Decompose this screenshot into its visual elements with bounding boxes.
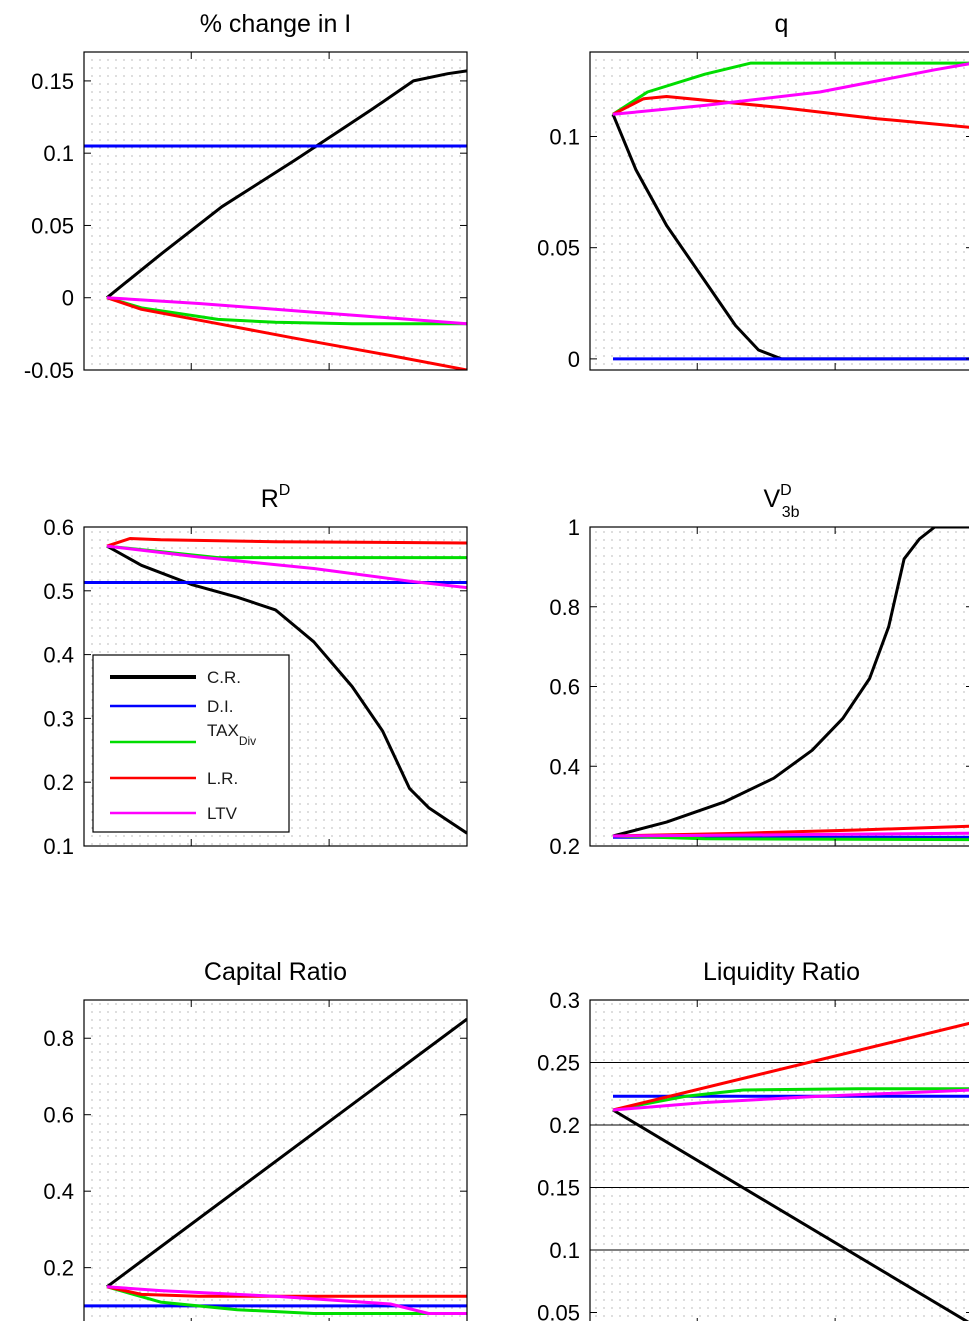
legend-label-ltv: LTV: [207, 804, 238, 823]
chart-title: VD 3b: [763, 482, 799, 521]
y-tick-label: 0.3: [549, 988, 580, 1013]
chart-title: % change in I: [200, 10, 352, 38]
series-line-l-r: [612, 1021, 969, 1112]
y-tick-label: 0.1: [549, 125, 580, 150]
y-tick-label: 0.2: [549, 834, 580, 859]
chart-panel-4: 1 0.8 0.6 0.4 0.2 VD 3b: [549, 482, 969, 859]
y-tick-label: 0.2: [549, 1113, 580, 1138]
series-line-ltv: [612, 831, 969, 838]
series-line-l-r: [106, 537, 467, 548]
series-line-c-r: [106, 1017, 467, 1289]
y-tick-label: 0.6: [549, 675, 580, 700]
chart-panel-6: 0.3 0.25 0.2 0.15 0.1 0.05 Liquidity Ratio: [537, 958, 969, 1321]
series-line-ltv: [106, 1285, 467, 1315]
chart-panel-1: 0.15 0.1 0.05 0 -0.05 % change in I: [24, 10, 468, 383]
y-tick-label: 0.5: [43, 579, 74, 604]
y-tick-label: -0.05: [24, 358, 74, 383]
series-line-c-r: [106, 69, 467, 299]
series-line-c-r: [612, 527, 969, 838]
y-tick-label: 0.05: [537, 236, 580, 261]
series-line-ltv: [106, 544, 467, 590]
legend-box: [92, 654, 290, 833]
y-tick-label: 0.4: [43, 643, 74, 668]
y-tick-label: 0.15: [31, 69, 74, 94]
chart-title: RD: [261, 482, 291, 513]
y-tick-label: 0.05: [537, 1301, 580, 1321]
chart-panel-2: 0.1 0.05 0 q: [537, 10, 969, 372]
y-tick-label: 0.15: [537, 1176, 580, 1201]
y-tick-label: 0.25: [537, 1051, 580, 1076]
y-tick-label: 0.2: [43, 1256, 74, 1281]
y-tick-label: 1: [568, 515, 580, 540]
grid-dots: [590, 1000, 969, 1321]
y-tick-label: 0.8: [549, 595, 580, 620]
y-tick-label: 0.2: [43, 770, 74, 795]
y-tick-label: 0.6: [43, 1103, 74, 1128]
y-tick-label: 0.1: [549, 1238, 580, 1263]
series-line-ltv: [612, 62, 969, 116]
y-tick-label: 0.1: [43, 141, 74, 166]
series-line-tax-div: [106, 1285, 467, 1315]
series-line-l-r: [106, 296, 467, 370]
axes-frame: [83, 526, 468, 847]
y-tick-label: 0.3: [43, 706, 74, 731]
series-line-tax-div: [612, 61, 969, 116]
y-tick-label: 0.1: [43, 834, 74, 859]
series-line-c-r: [612, 1108, 969, 1321]
axes-frame: [589, 999, 969, 1321]
series-line-ltv: [106, 296, 467, 326]
grid-dots: [84, 52, 467, 370]
chart-title: Liquidity Ratio: [703, 958, 860, 986]
grid-dots: [590, 527, 969, 846]
series-line-ltv: [612, 1088, 969, 1112]
legend-label-l-r: L.R.: [207, 769, 238, 788]
y-tick-label: 0.6: [43, 515, 74, 540]
chart-title: q: [775, 10, 789, 38]
grid-dots: [590, 52, 969, 370]
y-tick-label: 0: [568, 347, 580, 372]
legend-label-c-r: C.R.: [207, 668, 241, 687]
chart-panel-5: 0.8 0.6 0.4 0.2 Capital Ratio: [43, 958, 468, 1321]
axes-frame: [83, 999, 468, 1321]
axes-frame: [83, 51, 468, 371]
chart-title: Capital Ratio: [204, 958, 347, 986]
y-tick-label: 0: [62, 286, 74, 311]
y-tick-label: 0.8: [43, 1026, 74, 1051]
axes-frame: [589, 51, 969, 371]
legend-label-d-i: D.I.: [207, 697, 233, 716]
series-line-l-r: [106, 1285, 467, 1298]
y-tick-label: 0.4: [549, 754, 580, 779]
y-tick-label: 0.4: [43, 1179, 74, 1204]
series-line-tax-div: [612, 1087, 969, 1112]
y-tick-label: 0.05: [31, 213, 74, 238]
